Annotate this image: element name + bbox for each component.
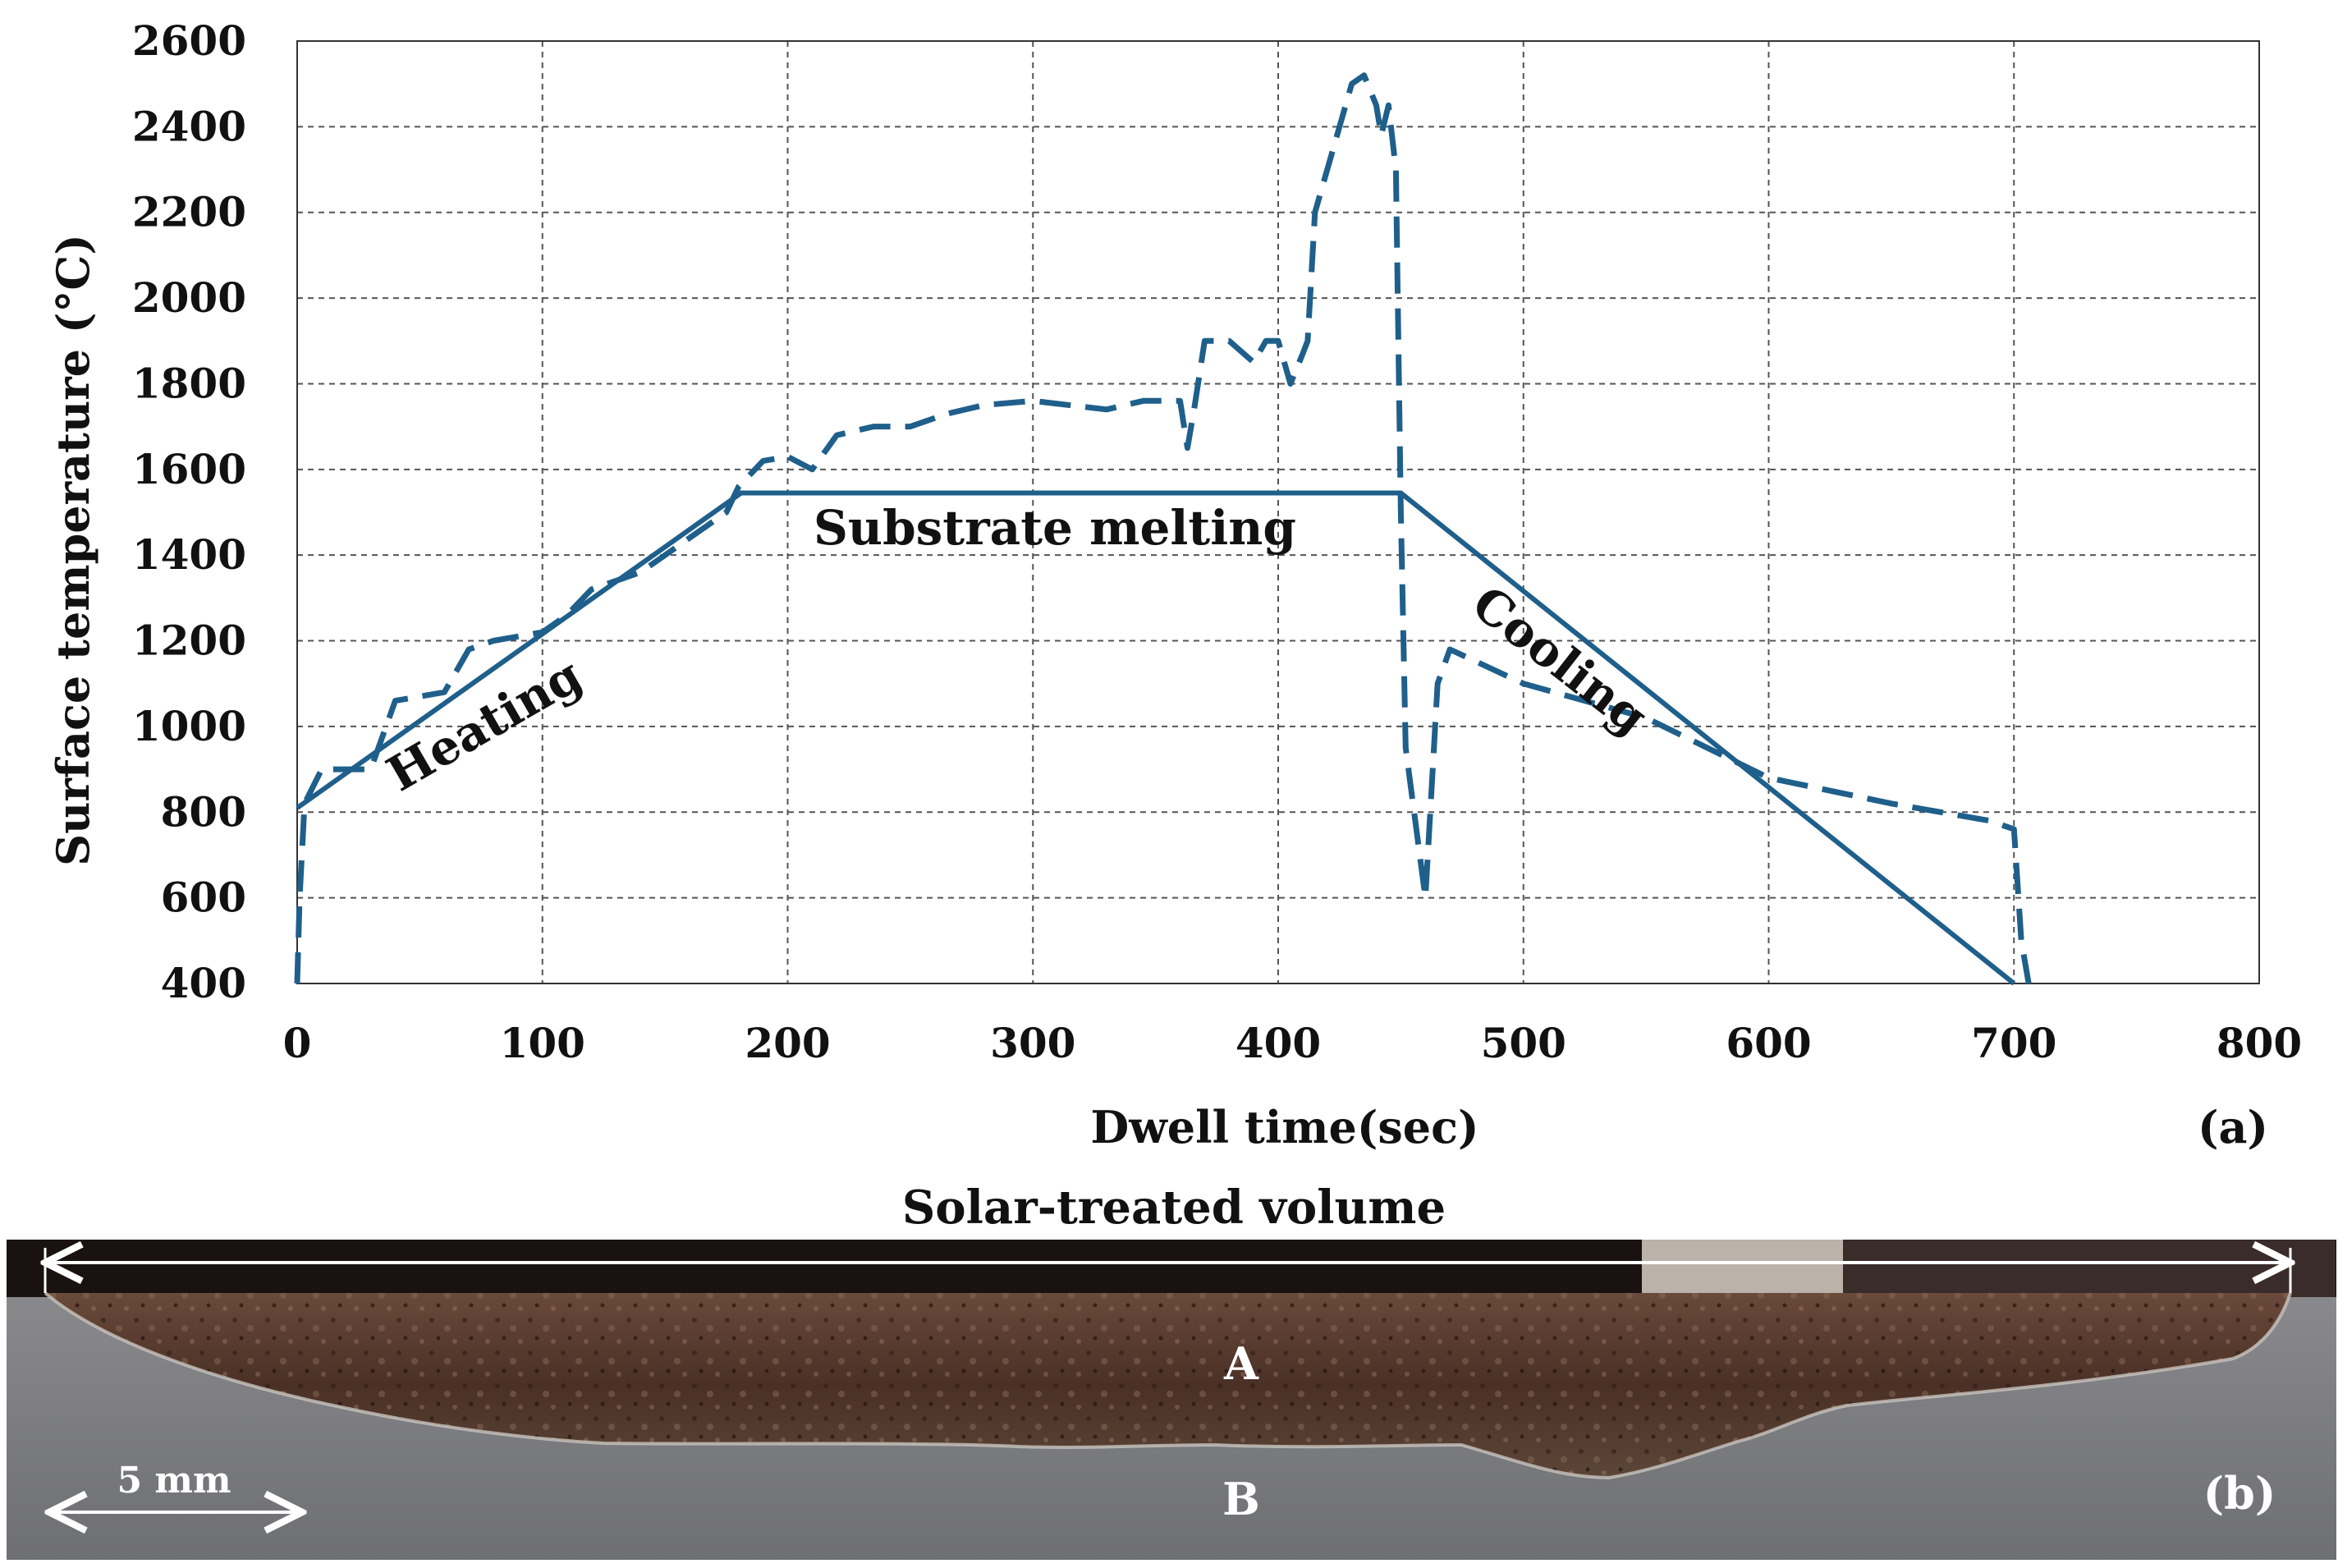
heating-label: Heating	[378, 647, 591, 802]
zone-b-label: B	[1222, 1473, 1260, 1525]
y-axis-label: Surface temperature (°C)	[47, 234, 99, 866]
y-tick-600: 600	[161, 873, 246, 922]
x-tick-100: 100	[500, 1019, 585, 1067]
x-tick-700: 700	[1971, 1019, 2056, 1067]
x-tick-400: 400	[1235, 1019, 1321, 1067]
panel-a-label: (a)	[2198, 1101, 2268, 1153]
zone-a-label: A	[1223, 1337, 1259, 1390]
y-tick-800: 800	[161, 787, 246, 836]
micrograph-title: Solar-treated volume	[902, 1181, 1446, 1235]
y-tick-2600: 2600	[132, 16, 246, 65]
y-tick-1000: 1000	[132, 702, 246, 750]
x-tick-600: 600	[1726, 1019, 1811, 1067]
idealized-cycle-line	[296, 490, 2016, 986]
x-tick-800: 800	[2217, 1019, 2302, 1067]
micrograph-right-tile	[1843, 1240, 2336, 1297]
fusion-boundary	[44, 1291, 2292, 1480]
y-tick-2200: 2200	[132, 188, 246, 236]
cooling-label: Cooling	[1462, 575, 1658, 745]
x-tick-0: 0	[283, 1019, 312, 1067]
y-tick-2000: 2000	[132, 273, 246, 322]
melted-zone-texture	[45, 1293, 2290, 1478]
y-tick-2400: 2400	[132, 102, 246, 150]
x-tick-300: 300	[990, 1019, 1075, 1067]
x-tick-200: 200	[745, 1019, 830, 1067]
substrate-melting-label: Substrate melting	[814, 500, 1296, 556]
micrograph: Solar-treated volume A B 5 mm (b)	[7, 1181, 2336, 1560]
micrograph-bright-reflection	[1642, 1240, 1843, 1297]
y-tick-labels: 400 600 800 1000 1200 1400 1600 1800 2000 2200 240…	[132, 16, 246, 1007]
plot-frame	[296, 40, 2260, 984]
temperature-chart: 4006008001000120014001600180020002200240…	[47, 16, 2302, 1153]
y-tick-400: 400	[161, 959, 246, 1007]
y-tick-1600: 1600	[132, 445, 246, 493]
series-group	[294, 72, 2032, 986]
measured-temperature-line	[294, 72, 2032, 984]
x-tick-labels: 0 100 200 300 400 500 600 700 800	[283, 1019, 2303, 1067]
y-tick-1800: 1800	[132, 359, 246, 407]
y-tick-1200: 1200	[132, 617, 246, 665]
grid-lines	[297, 41, 2259, 983]
x-axis-label: Dwell time(sec)	[1090, 1101, 1478, 1153]
panel-b-label: (b)	[2203, 1467, 2276, 1520]
x-tick-500: 500	[1481, 1019, 1566, 1067]
scale-bar-label: 5 mm	[117, 1460, 231, 1502]
y-tick-1400: 1400	[132, 530, 246, 579]
